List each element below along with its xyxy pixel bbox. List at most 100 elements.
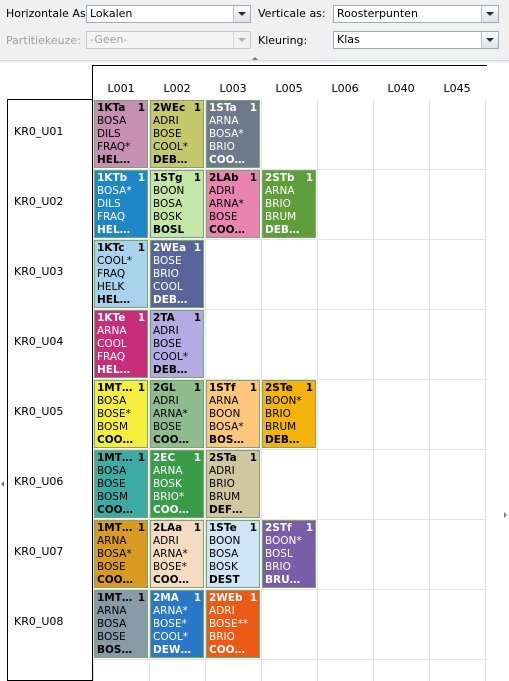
column-header-l001[interactable]: L001 xyxy=(107,82,135,95)
cell-teacher: BOSA* xyxy=(209,421,244,433)
schedule-cell[interactable]: 2MA 1 ARNA* BOSE* COOL* DEW… xyxy=(150,590,204,658)
chevron-down-icon xyxy=(486,38,494,42)
cell-class-name: 1MT… xyxy=(97,382,133,394)
schedule-cell[interactable]: 2STb 1 ARNA BRIO BRUM DEB… xyxy=(262,170,316,238)
schedule-cell[interactable]: 1KTb 1 BOSA* DILS FRAQ HEL… xyxy=(94,170,148,238)
schedule-cell[interactable]: 1KTe 1 ARNA COOL FRAQ HEL… xyxy=(94,310,148,378)
cell-count: 1 xyxy=(193,522,201,534)
cell-teacher-list: ADRI ARNA* BOSE* COO… xyxy=(153,535,189,587)
column-header-l040[interactable]: L040 xyxy=(387,82,415,95)
coloring-dropdown-button[interactable] xyxy=(481,32,498,48)
cell-class-name: 1KTc xyxy=(97,242,125,254)
row-header[interactable]: KR0_U04 xyxy=(8,309,93,379)
cell-teacher: ARNA xyxy=(209,395,239,407)
cell-teacher-list: ARNA BOSA* BRIO COO… xyxy=(209,115,245,167)
column-header-l045[interactable]: L045 xyxy=(443,82,471,95)
schedule-cell[interactable]: 1STe 1 BOON BOSA BOSK DEST xyxy=(206,520,260,588)
cell-teacher: ADRI xyxy=(153,395,179,407)
cell-teacher-list: ADRI BOSE COOL* DEB… xyxy=(153,325,188,377)
cell-count: 1 xyxy=(193,242,201,254)
schedule-cell[interactable]: 1STa 1 ARNA BOSA* BRIO COO… xyxy=(206,100,260,168)
cell-teacher: BRIO* xyxy=(153,491,185,503)
column-header-l002[interactable]: L002 xyxy=(163,82,191,95)
row-header[interactable]: KR0_U05 xyxy=(8,379,93,449)
cell-count: 1 xyxy=(193,592,201,604)
cell-teacher-list: ARNA BOSA* BOSE COO… xyxy=(97,535,133,587)
grid-vertical-line xyxy=(93,99,94,681)
vertical-axis-label: Verticale as: xyxy=(258,7,326,20)
coloring-select[interactable]: Klas xyxy=(333,31,499,49)
cell-teacher: BOSA xyxy=(97,465,127,477)
schedule-cell[interactable]: 2WEb 1 ADRI BOSE** BRIO COO… xyxy=(206,590,260,658)
cell-teacher: BRU… xyxy=(265,574,301,586)
cell-teacher: ADRI xyxy=(153,115,179,127)
grid-vertical-line xyxy=(205,99,206,681)
cell-teacher: BRIO xyxy=(209,631,235,643)
row-header[interactable]: KR0_U03 xyxy=(8,239,93,309)
cell-teacher-list: BOSE BRIO COOL DEB… xyxy=(153,255,187,307)
schedule-cell[interactable]: 2STa 1 ADRI BRIO BRUM DEF… xyxy=(206,450,260,518)
schedule-cell[interactable]: 1KTc 1 COOL* FRAQ HELK HEL… xyxy=(94,240,148,308)
partition-label: Partitiekeuze: xyxy=(6,34,81,47)
cell-class-name: 2WEa xyxy=(153,242,187,254)
splitter-grip-icon[interactable] xyxy=(252,57,258,60)
cell-teacher: ARNA* xyxy=(153,408,188,420)
cell-teacher: BOSA xyxy=(97,395,127,407)
row-header[interactable]: KR0_U06 xyxy=(8,449,93,519)
cell-teacher: ADRI xyxy=(209,605,235,617)
right-collapse-arrow-icon[interactable] xyxy=(504,512,507,518)
cell-count: 1 xyxy=(137,102,145,114)
schedule-cell[interactable]: 2STe 1 BOON* BRIO BRUM DEB… xyxy=(262,380,316,448)
horizontal-axis-dropdown-button[interactable] xyxy=(233,6,250,22)
cell-teacher-list: BOON* BRIO BRUM DEB… xyxy=(265,395,302,447)
cell-teacher: BRIO xyxy=(209,141,235,153)
schedule-cell[interactable]: 2STf 1 BOON* BOSL BRIO BRU… xyxy=(262,520,316,588)
cell-teacher: BOON xyxy=(209,408,241,420)
schedule-cell[interactable]: 1MT… 1 BOSA BOSE* BOSM COO… xyxy=(94,380,148,448)
row-header[interactable]: KR0_U08 xyxy=(8,589,93,659)
cell-count: 1 xyxy=(137,242,145,254)
column-header-l003[interactable]: L003 xyxy=(219,82,247,95)
row-header[interactable]: KR0_U01 xyxy=(8,99,93,169)
cell-teacher: COO… xyxy=(153,504,190,516)
schedule-cell[interactable]: 2EC 1 ARNA BOSK BRIO* COO… xyxy=(150,450,204,518)
schedule-cell[interactable]: 2LAa 1 ADRI ARNA* BOSE* COO… xyxy=(150,520,204,588)
cell-teacher: ADRI xyxy=(153,535,179,547)
schedule-cell[interactable]: 2WEa 1 BOSE BRIO COOL DEB… xyxy=(150,240,204,308)
schedule-cell[interactable]: 1STg 1 BOON BOSA BOSK BOSL xyxy=(150,170,204,238)
cell-count: 1 xyxy=(137,312,145,324)
schedule-cell[interactable]: 1MT… 1 ARNA BOSA* BOSE COO… xyxy=(94,520,148,588)
cell-teacher: BOON xyxy=(153,185,185,197)
horizontal-axis-select[interactable]: Lokalen xyxy=(86,5,251,23)
column-header-l005[interactable]: L005 xyxy=(275,82,303,95)
cell-teacher-list: BOON* BOSL BRIO BRU… xyxy=(265,535,302,587)
schedule-cell[interactable]: 2GL 1 ADRI ARNA* BOSE COO… xyxy=(150,380,204,448)
cell-teacher: BOSK xyxy=(209,561,238,573)
column-header-l006[interactable]: L006 xyxy=(331,82,359,95)
schedule-cell[interactable]: 2TA 1 ADRI BOSE COOL* DEB… xyxy=(150,310,204,378)
schedule-cell[interactable]: 1STf 1 ARNA BOON BOSA* BOS… xyxy=(206,380,260,448)
schedule-cell[interactable]: 2WEc 1 ADRI BOSE COOL* DEB… xyxy=(150,100,204,168)
cell-class-name: 1STe xyxy=(209,522,237,534)
vertical-axis-select[interactable]: Roosterpunten xyxy=(333,5,499,23)
column-header-bar xyxy=(92,65,487,99)
grid-vertical-line xyxy=(149,99,150,681)
schedule-cell[interactable]: 1MT… 1 ARNA BOSA BOSE BOS… xyxy=(94,590,148,658)
row-header[interactable]: KR0_U02 xyxy=(8,169,93,239)
vertical-axis-dropdown-button[interactable] xyxy=(481,6,498,22)
schedule-cell[interactable]: 1MT… 1 BOSA BOSE BOSM COO… xyxy=(94,450,148,518)
grid-horizontal-line xyxy=(93,449,487,450)
cell-teacher: COO… xyxy=(153,574,190,586)
schedule-cell[interactable]: 2LAb 1 ADRI ARNA* BOSE COO… xyxy=(206,170,260,238)
cell-count: 1 xyxy=(305,522,313,534)
partition-dropdown-button xyxy=(233,32,250,48)
grid-horizontal-line xyxy=(93,589,487,590)
row-header[interactable]: KR0_U07 xyxy=(8,519,93,589)
left-collapse-arrow-icon[interactable] xyxy=(1,481,4,487)
cell-teacher: BOSE* xyxy=(97,408,131,420)
cell-teacher: ARNA xyxy=(153,465,183,477)
cell-teacher: BOS… xyxy=(209,434,244,446)
cell-count: 1 xyxy=(137,172,145,184)
schedule-cell[interactable]: 1KTa 1 BOSA DILS FRAQ* HEL… xyxy=(94,100,148,168)
cell-teacher: BOON* xyxy=(265,395,302,407)
